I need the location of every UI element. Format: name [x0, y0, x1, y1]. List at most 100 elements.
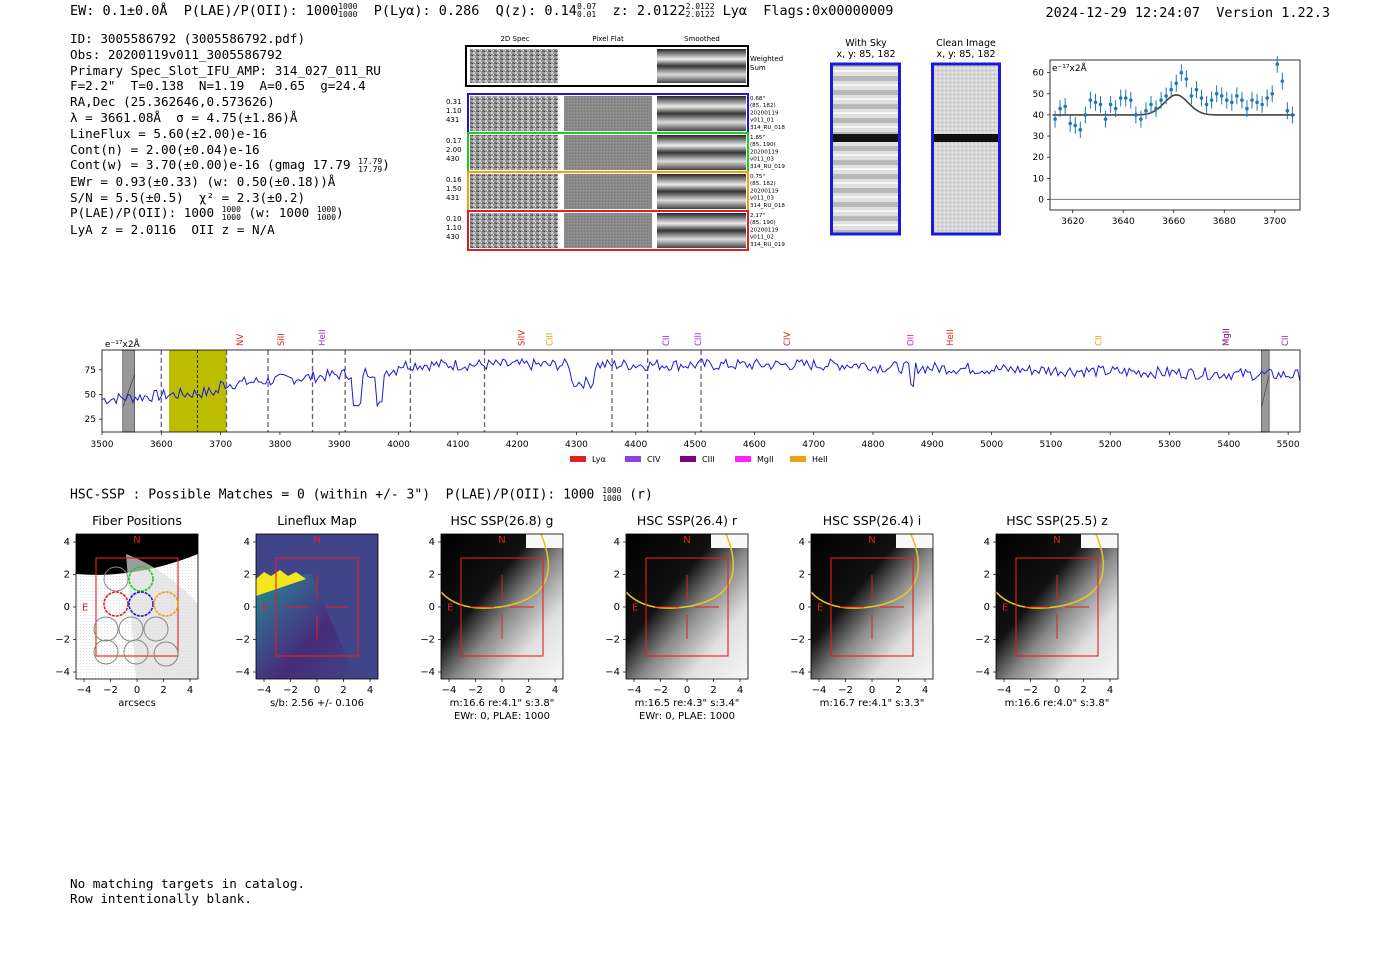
- full-xtick: 5100: [1039, 440, 1062, 450]
- panel-title: HSC SSP(26.4) i: [823, 513, 921, 528]
- aperture-box: [830, 557, 914, 657]
- info-plae: P(LAE)/P(OII): 1000 1000 1000 (w: 1000 10…: [70, 204, 344, 222]
- fiber-circle: [128, 566, 154, 592]
- panel-ytick: 4: [64, 537, 70, 548]
- panel-caption: s/b: 2.56 +/- 0.106: [270, 698, 364, 709]
- panel-ytick: 4: [799, 537, 805, 548]
- zoom-point: [1088, 98, 1093, 102]
- zoom-xtick: 3660: [1162, 217, 1185, 227]
- zoom-point: [1098, 102, 1103, 107]
- north-label: N: [313, 535, 320, 546]
- info-lineflux: LineFlux = 5.60(±2.00)e-16: [70, 125, 268, 141]
- zoom-ytick: 30: [1033, 132, 1045, 142]
- legend-swatch: [570, 456, 586, 462]
- fiber-circle: [103, 591, 129, 617]
- fiber-circle: [153, 591, 179, 617]
- cutout-left-label: 1.10: [446, 224, 462, 232]
- line-label: HeII: [318, 329, 328, 346]
- legend-swatch: [680, 456, 696, 462]
- line-label: CIV: [783, 332, 793, 346]
- panel-xtick: −2: [283, 685, 298, 696]
- zoom-point: [1224, 98, 1229, 102]
- cutout-left-label: 430: [446, 155, 459, 163]
- cutout-left-label: 0.31: [446, 98, 462, 106]
- full-ytick: 75: [85, 366, 96, 376]
- with-sky-title: With Sky x, y: 85, 182: [836, 38, 896, 60]
- panel-xtick: 2: [340, 685, 346, 696]
- panel-ytick: −4: [235, 667, 250, 678]
- aperture-box: [645, 557, 729, 657]
- zoom-point: [1245, 106, 1249, 111]
- zoom-point: [1093, 100, 1098, 105]
- panel-ytick: −4: [790, 667, 805, 678]
- panel-ytick: −4: [420, 667, 435, 678]
- panel-ytick: −2: [55, 635, 70, 646]
- zoom-point: [1144, 108, 1148, 113]
- zoom-point: [1209, 98, 1214, 102]
- full-unit-label: e⁻¹⁷x2Å: [105, 338, 141, 350]
- zoom-point: [1154, 106, 1158, 111]
- cutout-left-label: 431: [446, 116, 459, 124]
- full-xtick: 3500: [91, 440, 114, 450]
- full-xtick: 4400: [624, 440, 647, 450]
- panel-ytick: −2: [790, 635, 805, 646]
- fiber-cutouts: 2D Spec Pixel Flat Smoothed 2D Spec Weig…: [446, 35, 785, 251]
- full-xtick: 5200: [1099, 440, 1122, 450]
- full-xtick: 5500: [1277, 440, 1300, 450]
- panel-ytick: 0: [64, 602, 70, 613]
- zoom-point: [1073, 123, 1078, 128]
- zoom-point: [1078, 127, 1083, 132]
- full-spectrum-chart: 25 50 75 3500 3600 3700 3800 3900 4000 4100 4200 43…: [85, 328, 1301, 464]
- cutout-right-label: 314_RU_019: [750, 164, 785, 170]
- cutout-right-label: 314_RU_018: [750, 203, 785, 209]
- sky-clean-images: [830, 62, 1001, 236]
- fiber-circle: [143, 616, 169, 642]
- line-label: CII: [1094, 335, 1104, 346]
- full-frame: [101, 349, 1301, 433]
- cutout-right-label: (85, 190): [750, 142, 776, 148]
- legend-swatch: [735, 456, 751, 462]
- zoom-ytick: 60: [1033, 69, 1045, 79]
- zoom-point: [1240, 98, 1244, 102]
- cutout-right-label: 0.68": [750, 96, 765, 102]
- zoom-point: [1275, 62, 1280, 67]
- zoom-xtick: 3640: [1112, 217, 1135, 227]
- north-label: N: [1053, 535, 1060, 546]
- full-xtick: 4800: [862, 440, 885, 450]
- col-flat-label: Pixel Flat: [592, 35, 624, 43]
- panel-ytick: 2: [614, 570, 620, 581]
- col-2d-label: 2D Spec: [500, 35, 529, 43]
- summary-header: EW: 0.1±0.0Å P(LAE)/P(OII): 10001000 1000…: [70, 2, 894, 20]
- zoom-point: [1280, 79, 1285, 83]
- full-xtick: 4300: [565, 440, 588, 450]
- zoom-point: [1139, 117, 1143, 121]
- panel-ytick: 4: [244, 537, 250, 548]
- panel-caption: m:16.6 re:4.0" s:3.8": [1005, 698, 1110, 709]
- cutout-right-label: v011_03: [750, 157, 774, 163]
- full-xtick: 4000: [387, 440, 410, 450]
- full-xtick: 4100: [446, 440, 469, 450]
- zoom-point: [1265, 96, 1269, 100]
- panel-ytick: 4: [429, 537, 435, 548]
- east-label: E: [1002, 603, 1008, 614]
- legend-swatch: [625, 456, 641, 462]
- galaxy-ellipse: [995, 533, 1105, 609]
- cutout-right-label: 0.75": [750, 174, 765, 180]
- zoom-point: [1194, 87, 1199, 92]
- panel-caption: m:16.5 re:4.3" s:3.4": [635, 698, 740, 709]
- with-sky-image: [830, 62, 901, 236]
- legend-label: Lyα: [592, 455, 606, 464]
- zoom-xtick: 3620: [1061, 217, 1084, 227]
- imaging-panel: HSC SSP(26.4) r N E 4 2 0 −2 −4 −4 −2 0 2 4 m:16.5 re…: [605, 513, 749, 722]
- panel-xtick: 0: [499, 685, 505, 696]
- legend-label: CIII: [702, 455, 715, 464]
- zoom-point: [1053, 117, 1057, 121]
- panel-xtick: 2: [1080, 685, 1086, 696]
- panel-title: HSC SSP(26.4) r: [637, 513, 738, 528]
- fiber-circle: [123, 639, 149, 665]
- zoom-ytick: 0: [1038, 195, 1044, 205]
- cutout-left-label: 1.10: [446, 107, 462, 115]
- full-xtick: 5000: [980, 440, 1003, 450]
- zoom-ytick: 20: [1033, 153, 1045, 163]
